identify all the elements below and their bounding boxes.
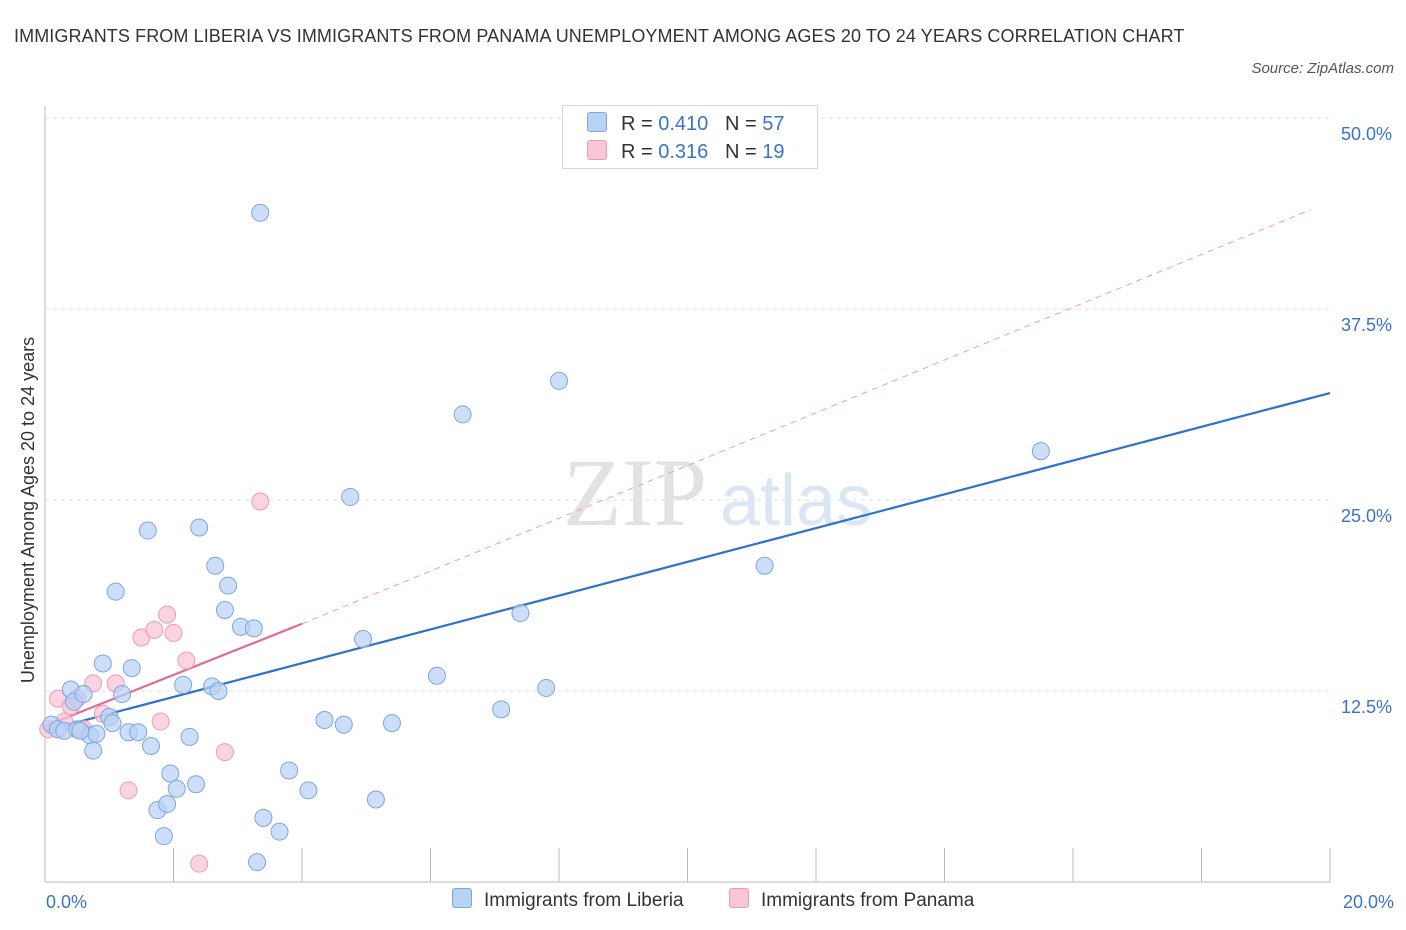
liberia-point-30: [206, 556, 225, 575]
axis-labels: 12.5% 25.0% 37.5% 50.0% 0.0% 20.0% Unemploymen…: [18, 124, 1394, 912]
bottom-legend-liberia: Immigrants from Liberia: [452, 888, 684, 912]
y-axis-title: Unemployment Among Ages 20 to 24 years: [18, 337, 38, 683]
panama-point-13: [158, 605, 177, 624]
liberia-point-25: [174, 675, 193, 694]
panama-point-16: [190, 854, 209, 873]
source-label: Source: ZipAtlas.com: [1251, 60, 1394, 77]
liberia-point-47: [382, 714, 401, 733]
x-tick-label-0: 0.0%: [46, 892, 87, 912]
bottom-panama-label: Immigrants from Panama: [761, 890, 975, 911]
liberia-point-50: [492, 700, 511, 719]
liberia-point-48: [427, 666, 446, 685]
liberia-point-46: [366, 790, 385, 809]
bottom-liberia-swatch: [452, 888, 472, 908]
panama-trend-line: [44, 622, 303, 728]
y-tick-label-2: 37.5%: [1341, 315, 1392, 335]
liberia-point-39: [270, 822, 289, 841]
x-tick-label-1: 20.0%: [1343, 892, 1394, 912]
liberia-point-8: [84, 741, 103, 760]
panama-r-value: 0.316: [658, 141, 709, 163]
liberia-point-35: [244, 619, 263, 638]
liberia-point-28: [190, 518, 209, 537]
liberia-point-37: [251, 203, 270, 222]
liberia-point-43: [334, 715, 353, 734]
bottom-panama-swatch: [729, 888, 749, 908]
liberia-point-21: [154, 827, 173, 846]
panama-point-18: [251, 492, 270, 511]
panama-point-12: [151, 712, 170, 731]
liberia-point-31: [209, 682, 228, 700]
liberia-swatch: [587, 112, 607, 132]
axes: [44, 106, 1331, 883]
liberia-point-10: [93, 654, 112, 673]
liberia-point-16: [122, 659, 141, 678]
panama-n-value: 19: [762, 141, 785, 163]
liberia-point-36: [248, 853, 267, 872]
liberia-point-41: [299, 781, 318, 800]
y-tick-label-1: 25.0%: [1341, 506, 1392, 526]
panama-point-14: [164, 623, 183, 642]
liberia-n-label: N =: [724, 113, 757, 135]
liberia-point-53: [550, 371, 568, 390]
watermark-atlas: atlas: [720, 461, 872, 541]
liberia-point-9: [87, 724, 106, 743]
watermark-zip: ZIP: [563, 439, 707, 546]
liberia-point-6: [74, 685, 93, 704]
liberia-point-27: [186, 775, 205, 794]
liberia-point-56: [71, 721, 90, 740]
grid-lines: [45, 117, 1330, 692]
y-tick-label-0: 12.5%: [1341, 697, 1392, 717]
panama-swatch: [587, 140, 607, 160]
liberia-point-12: [103, 714, 122, 733]
bottom-legend-panama: Immigrants from Panama: [729, 888, 974, 912]
liberia-point-38: [254, 808, 273, 827]
liberia-point-18: [138, 521, 157, 540]
correlation-legend: R = 0.410 N = 57 R = 0.316 N = 19: [562, 105, 818, 169]
liberia-n-value: 57: [762, 113, 785, 135]
liberia-point-49: [453, 405, 472, 424]
liberia-trend-line: [44, 391, 1331, 732]
liberia-point-51: [511, 604, 530, 623]
legend-row-panama: R = 0.316 N = 19: [587, 140, 784, 164]
liberia-point-32: [215, 601, 234, 620]
data-points: [39, 203, 1050, 873]
liberia-point-45: [354, 630, 373, 649]
panama-point-9: [119, 781, 138, 800]
liberia-point-55: [1031, 442, 1050, 461]
liberia-point-14: [113, 685, 132, 704]
y-tick-label-3: 50.0%: [1341, 124, 1392, 144]
liberia-point-24: [167, 779, 186, 798]
panama-point-11: [145, 620, 164, 639]
liberia-point-44: [341, 487, 360, 506]
liberia-point-52: [537, 678, 556, 697]
liberia-point-23: [161, 764, 180, 783]
liberia-point-40: [280, 761, 299, 780]
liberia-point-42: [315, 711, 334, 730]
liberia-point-54: [755, 556, 774, 575]
liberia-r-value: 0.410: [658, 113, 709, 135]
panama-r-label: R =: [621, 141, 653, 163]
panama-trend-extended: [301, 209, 1311, 625]
liberia-r-label: R =: [621, 113, 653, 135]
liberia-point-26: [180, 727, 199, 746]
liberia-point-19: [142, 737, 161, 756]
panama-point-15: [177, 651, 196, 670]
liberia-point-17: [129, 723, 148, 742]
liberia-point-13: [106, 582, 125, 601]
chart-title: IMMIGRANTS FROM LIBERIA VS IMMIGRANTS FR…: [14, 26, 1185, 46]
panama-n-label: N =: [724, 141, 757, 163]
panama-point-17: [215, 743, 234, 762]
bottom-liberia-label: Immigrants from Liberia: [484, 890, 684, 911]
liberia-point-22: [158, 795, 177, 814]
legend-row-liberia: R = 0.410 N = 57: [587, 112, 784, 136]
liberia-point-33: [219, 576, 238, 595]
trend-lines: [44, 209, 1331, 732]
